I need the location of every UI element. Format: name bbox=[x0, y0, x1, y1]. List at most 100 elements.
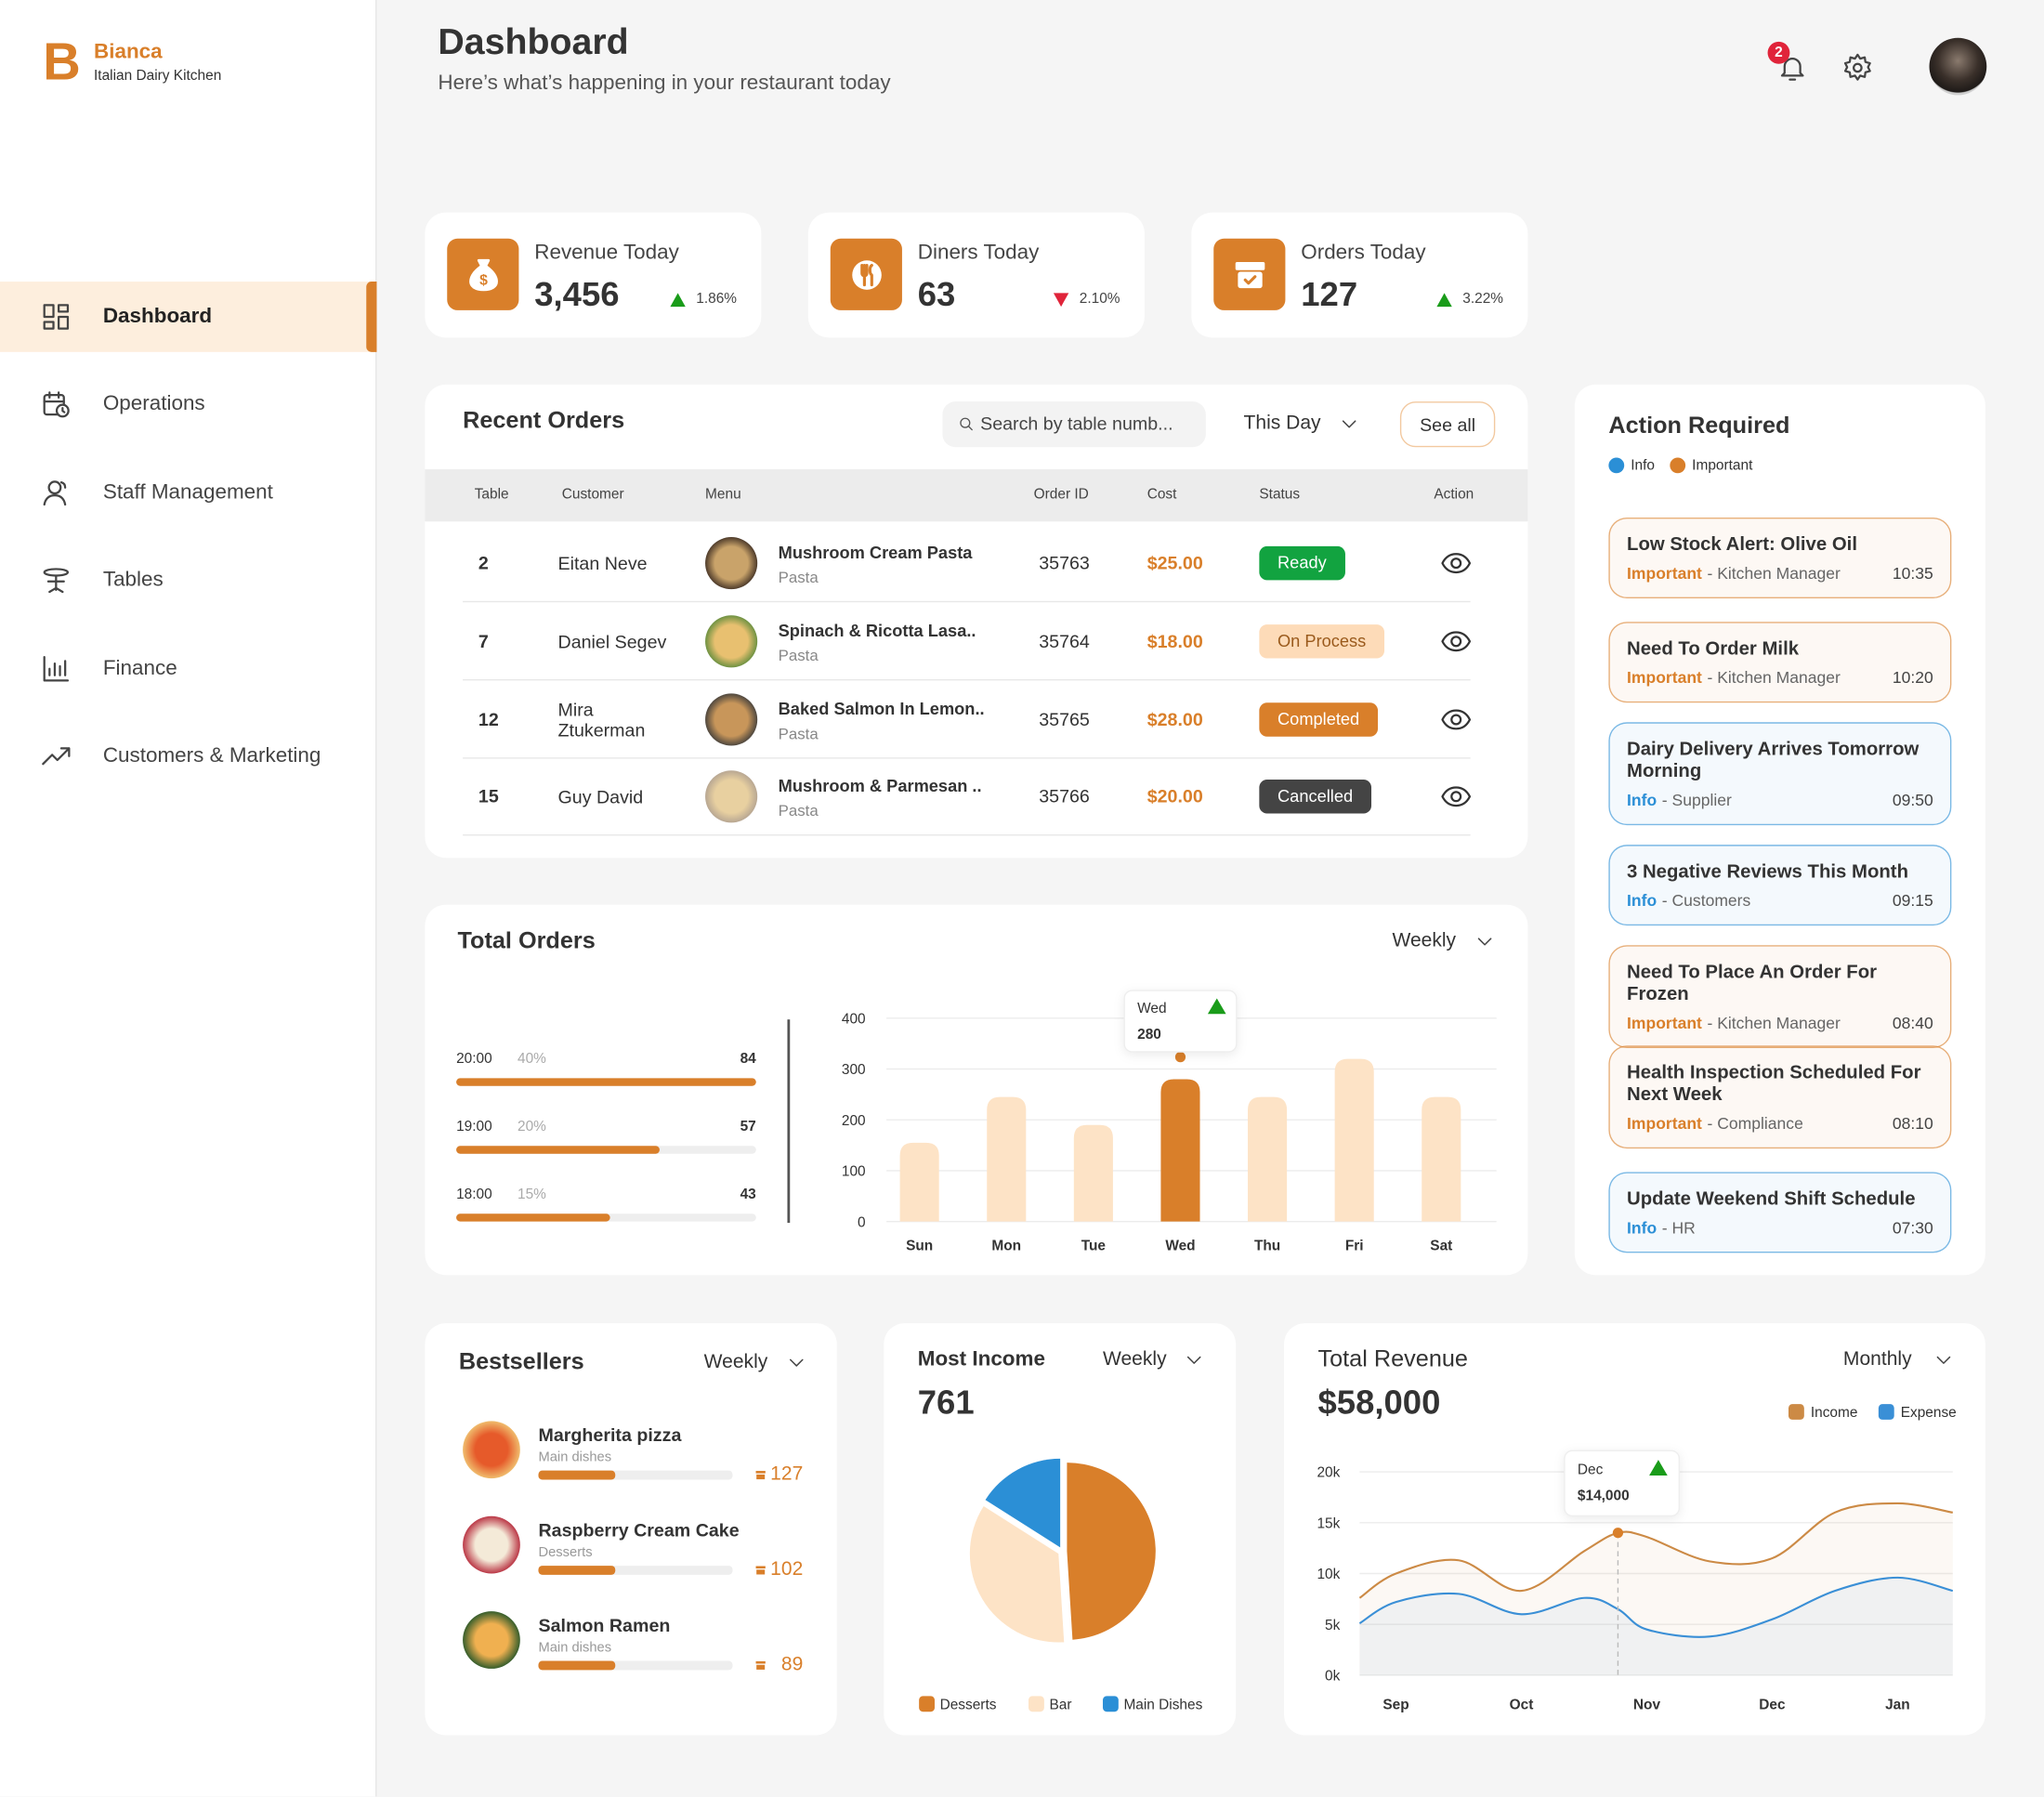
area bbox=[1359, 1502, 1953, 1675]
highlight-dot bbox=[1612, 1528, 1624, 1539]
action-source: - HR bbox=[1661, 1218, 1696, 1238]
icon-part bbox=[755, 1474, 765, 1479]
action-source: - Kitchen Manager bbox=[1707, 1014, 1841, 1033]
nav-icon[interactable] bbox=[40, 652, 72, 684]
settings[interactable] bbox=[1842, 52, 1874, 84]
food-image bbox=[705, 692, 758, 745]
action-title: 3 Negative Reviews This Month bbox=[1627, 861, 1909, 883]
action-title: Low Stock Alert: Olive Oil bbox=[1627, 534, 1857, 556]
filter[interactable]: Weekly bbox=[1102, 1347, 1167, 1371]
notifications[interactable] bbox=[1776, 52, 1808, 84]
filter[interactable]: This Day bbox=[1243, 412, 1321, 435]
row-divider bbox=[463, 600, 1471, 603]
see-all-button[interactable] bbox=[1399, 401, 1496, 448]
nav-icon[interactable] bbox=[40, 301, 72, 333]
hour-count: 57 bbox=[740, 1119, 756, 1135]
action-time: 08:10 bbox=[1892, 1114, 1933, 1134]
nav-icon[interactable] bbox=[40, 741, 72, 772]
chevron[interactable] bbox=[786, 1352, 806, 1372]
action-item[interactable]: Health Inspection Scheduled For Next Wee… bbox=[1608, 1045, 1952, 1149]
chevron[interactable] bbox=[1933, 1349, 1954, 1370]
stat-label: Diners Today bbox=[917, 242, 1040, 264]
tooltip bbox=[1123, 990, 1238, 1053]
icon-part bbox=[47, 480, 62, 494]
progress-track bbox=[538, 1566, 733, 1575]
nav-icon[interactable] bbox=[40, 477, 72, 508]
nav-item[interactable]: Finance bbox=[102, 657, 177, 679]
column-header: Cost bbox=[1146, 486, 1177, 503]
order-id: 35764 bbox=[1039, 630, 1090, 651]
filter[interactable]: Weekly bbox=[1392, 929, 1457, 952]
icon-part bbox=[58, 315, 70, 330]
stat-value: 63 bbox=[917, 274, 956, 314]
badge bbox=[1767, 41, 1790, 64]
card-title: Bestsellers bbox=[458, 1348, 584, 1375]
avatar[interactable] bbox=[1929, 37, 1987, 96]
trend-indicator bbox=[1053, 293, 1069, 308]
legend-dot bbox=[1670, 457, 1686, 474]
action-source: - Kitchen Manager bbox=[1707, 668, 1841, 688]
nav-item[interactable]: Dashboard bbox=[102, 305, 213, 328]
x-tick-label: Thu bbox=[1254, 1239, 1280, 1254]
chevron[interactable] bbox=[1339, 413, 1359, 434]
revenue-total: $58,000 bbox=[1317, 1382, 1441, 1422]
filter[interactable]: Weekly bbox=[703, 1350, 768, 1373]
legend-label: Income bbox=[1811, 1405, 1858, 1421]
icon-part bbox=[1477, 938, 1492, 946]
pie-slice bbox=[1067, 1463, 1156, 1640]
nav-item[interactable]: Tables bbox=[102, 569, 164, 592]
action-meta: Info - Customers 09:15 bbox=[1627, 890, 1933, 911]
action-source: - Customers bbox=[1661, 891, 1751, 911]
y-tick-label: 400 bbox=[842, 1011, 866, 1027]
action-item[interactable]: 3 Negative Reviews This Month Info - Custo… bbox=[1608, 845, 1952, 926]
view-action[interactable] bbox=[1440, 703, 1472, 735]
nav-icon[interactable] bbox=[40, 565, 72, 597]
action-time: 08:40 bbox=[1892, 1014, 1933, 1033]
progress-fill bbox=[456, 1213, 610, 1222]
customer: Daniel Segev bbox=[557, 630, 667, 652]
action-source: - Compliance bbox=[1707, 1114, 1803, 1134]
search-box[interactable] bbox=[942, 401, 1206, 448]
view-action[interactable] bbox=[1440, 781, 1472, 813]
action-level: Important bbox=[1627, 668, 1702, 688]
menu-category: Pasta bbox=[778, 802, 819, 820]
action-item[interactable]: Need To Place An Order For Frozen Importa… bbox=[1608, 945, 1952, 1049]
table-number: 7 bbox=[478, 630, 489, 651]
filter[interactable]: Monthly bbox=[1842, 1347, 1912, 1371]
action-title: Dairy Delivery Arrives Tomorrow Morning bbox=[1627, 739, 1920, 782]
row-divider bbox=[463, 678, 1471, 681]
nav-item[interactable]: Staff Management bbox=[102, 481, 273, 504]
chevron[interactable] bbox=[1474, 931, 1495, 951]
stat-value: 3,456 bbox=[534, 274, 620, 314]
nav-item[interactable]: Operations bbox=[102, 393, 205, 416]
action-meta: Info - HR 07:30 bbox=[1627, 1217, 1933, 1238]
legend-swatch bbox=[1102, 1696, 1119, 1712]
nav-item[interactable]: Customers & Marketing bbox=[102, 744, 321, 767]
y-tick-label: 20k bbox=[1317, 1465, 1340, 1481]
bar bbox=[987, 1096, 1027, 1222]
icon-part bbox=[754, 1660, 766, 1663]
nav-icon[interactable] bbox=[40, 389, 72, 421]
hour-share: 15% bbox=[518, 1187, 546, 1203]
see-all[interactable]: See all bbox=[1420, 413, 1476, 435]
brand-tagline: Italian Dairy Kitchen bbox=[94, 68, 222, 85]
highlight-dot bbox=[1174, 1051, 1186, 1063]
x-tick-label: Tue bbox=[1081, 1239, 1107, 1254]
icon-part bbox=[58, 304, 70, 313]
view-action[interactable] bbox=[1440, 625, 1472, 657]
cost: $28.00 bbox=[1146, 708, 1203, 729]
action-item[interactable]: Dairy Delivery Arrives Tomorrow Morning I… bbox=[1608, 722, 1952, 826]
icon-part bbox=[1436, 293, 1452, 308]
action-item[interactable]: Need To Order Milk Important - Kitchen Man… bbox=[1608, 622, 1952, 703]
action-item[interactable]: Update Weekend Shift Schedule Info - HR 07:… bbox=[1608, 1172, 1952, 1253]
view-action[interactable] bbox=[1440, 547, 1472, 579]
icon-part bbox=[960, 417, 971, 428]
chevron[interactable] bbox=[1184, 1349, 1204, 1370]
action-source: - Supplier bbox=[1661, 791, 1732, 810]
menu-category: Pasta bbox=[778, 724, 819, 742]
search-placeholder[interactable]: Search by table numb... bbox=[980, 413, 1173, 434]
action-item[interactable]: Low Stock Alert: Olive Oil Important - Kit… bbox=[1608, 518, 1952, 599]
count-icon bbox=[754, 1660, 766, 1670]
line bbox=[1358, 1576, 1954, 1638]
menu-item: Spinach & Ricotta Lasa.. bbox=[778, 620, 976, 640]
